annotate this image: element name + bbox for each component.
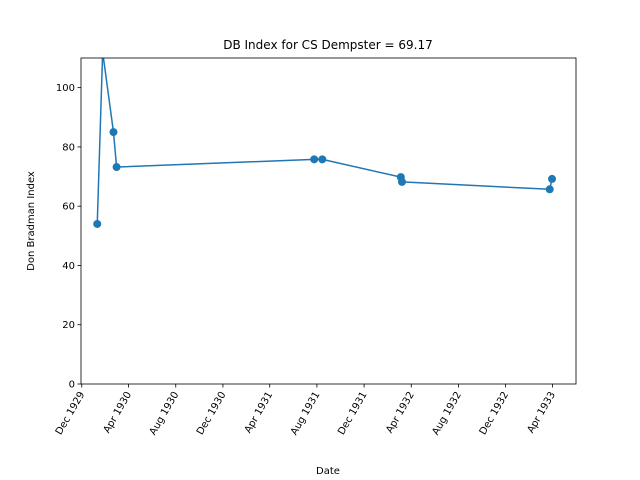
- data-layer: [93, 58, 557, 228]
- y-tick-label: 60: [62, 202, 75, 213]
- y-tick-label: 0: [69, 380, 75, 391]
- y-tick-label: 100: [56, 83, 75, 94]
- data-point: [545, 185, 554, 194]
- y-tick-label: 80: [62, 142, 75, 153]
- plot-area: [81, 58, 576, 384]
- plot-frame: [80, 57, 577, 385]
- y-tick-label: 40: [62, 261, 75, 272]
- series-line: [96, 58, 553, 224]
- data-point: [109, 128, 118, 137]
- data-point: [112, 163, 121, 172]
- data-point: [318, 155, 327, 164]
- data-point: [310, 155, 319, 164]
- y-axis-label: Don Bradman Index: [26, 171, 37, 271]
- data-point: [93, 219, 102, 228]
- chart-title: DB Index for CS Dempster = 69.17: [223, 38, 433, 52]
- x-axis-label: Date: [316, 466, 340, 477]
- data-point: [548, 174, 557, 183]
- y-axis-ticks: 0 20 40 60 80 100: [56, 83, 81, 391]
- data-point: [397, 177, 406, 186]
- y-tick-label: 20: [62, 320, 75, 331]
